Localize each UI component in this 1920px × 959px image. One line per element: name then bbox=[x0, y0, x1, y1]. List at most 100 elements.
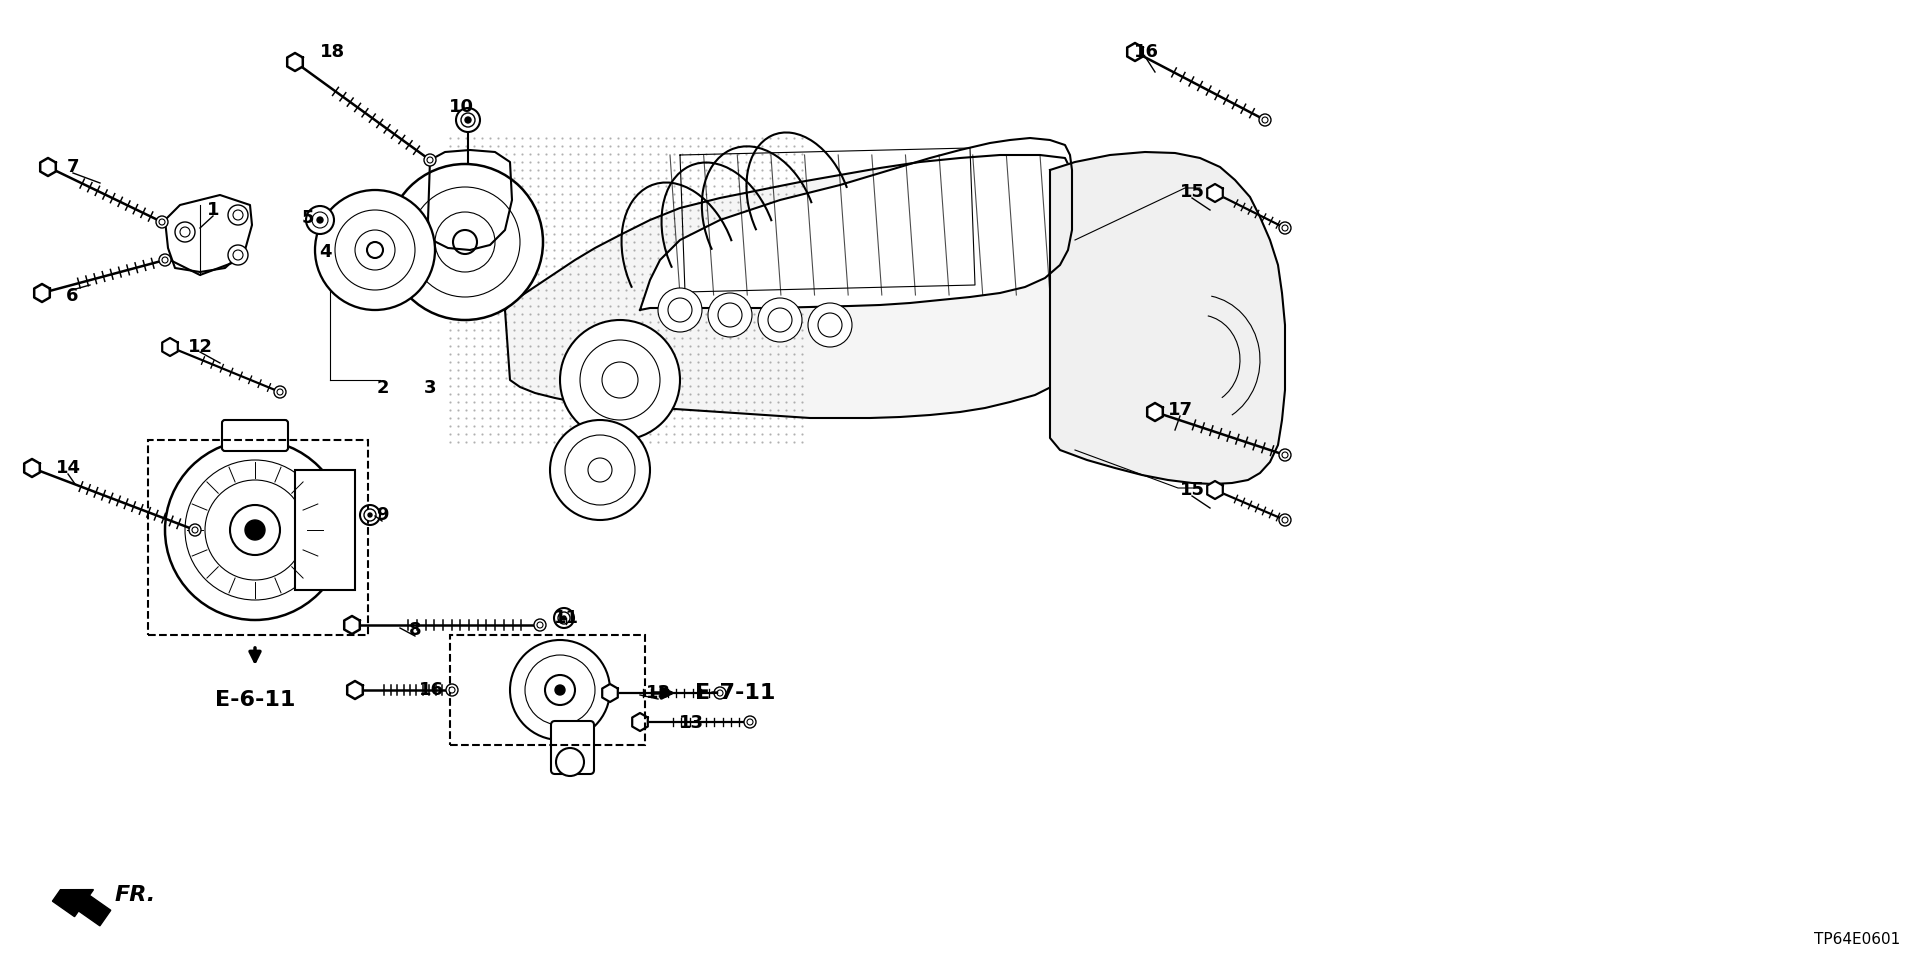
Circle shape bbox=[1260, 114, 1271, 126]
Text: 3: 3 bbox=[424, 379, 436, 397]
Circle shape bbox=[718, 303, 741, 327]
Polygon shape bbox=[1208, 481, 1223, 499]
Circle shape bbox=[549, 420, 651, 520]
Text: 1: 1 bbox=[207, 201, 219, 219]
Text: 16: 16 bbox=[1133, 43, 1158, 61]
Polygon shape bbox=[40, 158, 56, 176]
Polygon shape bbox=[35, 284, 50, 302]
Circle shape bbox=[559, 612, 570, 624]
Circle shape bbox=[184, 460, 324, 600]
Text: 14: 14 bbox=[56, 459, 81, 477]
Text: 16: 16 bbox=[419, 681, 444, 699]
Circle shape bbox=[708, 293, 753, 337]
Circle shape bbox=[453, 230, 476, 254]
Circle shape bbox=[511, 640, 611, 740]
Text: FR.: FR. bbox=[115, 885, 156, 905]
Polygon shape bbox=[161, 338, 179, 356]
Circle shape bbox=[165, 440, 346, 620]
Polygon shape bbox=[25, 459, 40, 477]
Circle shape bbox=[457, 108, 480, 132]
Circle shape bbox=[445, 684, 459, 696]
Text: 6: 6 bbox=[65, 287, 79, 305]
Circle shape bbox=[461, 113, 474, 127]
Circle shape bbox=[538, 622, 543, 628]
Circle shape bbox=[317, 217, 323, 223]
Text: 7: 7 bbox=[67, 158, 79, 176]
Circle shape bbox=[367, 242, 382, 258]
Circle shape bbox=[369, 513, 372, 517]
Polygon shape bbox=[632, 713, 647, 731]
Circle shape bbox=[1279, 514, 1290, 526]
Polygon shape bbox=[428, 150, 513, 250]
Circle shape bbox=[563, 616, 566, 620]
Circle shape bbox=[716, 690, 724, 696]
Polygon shape bbox=[52, 890, 111, 925]
Circle shape bbox=[659, 288, 703, 332]
Circle shape bbox=[411, 187, 520, 297]
Text: E-6-11: E-6-11 bbox=[215, 690, 296, 710]
Circle shape bbox=[334, 210, 415, 290]
Polygon shape bbox=[288, 53, 303, 71]
Text: E-7-11: E-7-11 bbox=[695, 683, 776, 703]
Circle shape bbox=[230, 505, 280, 555]
Polygon shape bbox=[505, 155, 1071, 418]
Polygon shape bbox=[1208, 184, 1223, 202]
Circle shape bbox=[192, 527, 198, 533]
Circle shape bbox=[603, 362, 637, 398]
Text: 15: 15 bbox=[1179, 183, 1204, 201]
Circle shape bbox=[1283, 225, 1288, 231]
Text: 4: 4 bbox=[319, 243, 332, 261]
Circle shape bbox=[156, 216, 169, 228]
Circle shape bbox=[205, 480, 305, 580]
Text: 9: 9 bbox=[376, 506, 388, 524]
Circle shape bbox=[818, 313, 843, 337]
Circle shape bbox=[747, 719, 753, 725]
FancyBboxPatch shape bbox=[223, 420, 288, 451]
Circle shape bbox=[555, 608, 574, 628]
Circle shape bbox=[534, 619, 545, 631]
Circle shape bbox=[388, 164, 543, 320]
Polygon shape bbox=[165, 195, 252, 272]
Circle shape bbox=[1279, 222, 1290, 234]
Polygon shape bbox=[603, 684, 618, 702]
Circle shape bbox=[580, 340, 660, 420]
Circle shape bbox=[246, 520, 265, 540]
Circle shape bbox=[175, 222, 196, 242]
Circle shape bbox=[564, 435, 636, 505]
Circle shape bbox=[561, 320, 680, 440]
Circle shape bbox=[424, 154, 436, 166]
Polygon shape bbox=[1050, 152, 1284, 484]
Circle shape bbox=[714, 687, 726, 699]
Circle shape bbox=[228, 245, 248, 265]
Text: 17: 17 bbox=[1167, 401, 1192, 419]
Bar bbox=[148, 440, 369, 635]
Text: 18: 18 bbox=[321, 43, 346, 61]
Circle shape bbox=[557, 748, 584, 776]
Text: 11: 11 bbox=[553, 609, 578, 627]
Circle shape bbox=[365, 509, 376, 521]
Text: 13: 13 bbox=[645, 684, 670, 702]
Bar bbox=[449, 635, 645, 745]
Circle shape bbox=[305, 206, 334, 234]
Circle shape bbox=[232, 210, 244, 220]
Text: 5: 5 bbox=[301, 209, 315, 227]
Circle shape bbox=[668, 298, 691, 322]
Circle shape bbox=[276, 389, 282, 395]
Polygon shape bbox=[1148, 403, 1164, 421]
Text: 13: 13 bbox=[678, 714, 703, 732]
Circle shape bbox=[588, 458, 612, 482]
Text: 8: 8 bbox=[409, 621, 420, 639]
Bar bbox=[296, 470, 355, 590]
Circle shape bbox=[361, 505, 380, 525]
Polygon shape bbox=[348, 681, 363, 699]
Polygon shape bbox=[344, 616, 359, 634]
Circle shape bbox=[232, 250, 244, 260]
Circle shape bbox=[524, 655, 595, 725]
Circle shape bbox=[1283, 452, 1288, 458]
Circle shape bbox=[188, 524, 202, 536]
Text: TP64E0601: TP64E0601 bbox=[1814, 932, 1901, 947]
Circle shape bbox=[426, 157, 434, 163]
Text: 10: 10 bbox=[449, 98, 474, 116]
Circle shape bbox=[1279, 449, 1290, 461]
Circle shape bbox=[159, 219, 165, 225]
